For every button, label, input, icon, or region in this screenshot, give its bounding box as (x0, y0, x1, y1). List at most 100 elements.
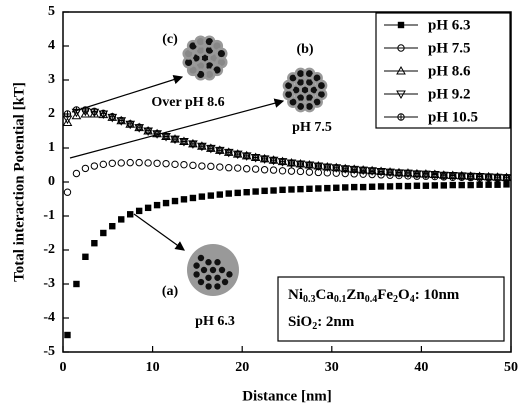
marker (153, 159, 161, 168)
marker (332, 164, 340, 172)
subscript: 0.1 (334, 294, 347, 305)
subscript: 0.3 (303, 294, 316, 305)
marker (351, 183, 358, 191)
marker (144, 204, 152, 212)
marker (431, 182, 439, 189)
particle-core (205, 283, 212, 290)
marker (467, 181, 474, 189)
marker (386, 183, 394, 190)
particle-core (196, 37, 205, 46)
particle-core (285, 91, 292, 98)
particle-core (306, 78, 313, 86)
marker (198, 193, 206, 200)
legend-label: pH 9.2 (428, 86, 471, 102)
particle-core (196, 46, 205, 54)
particle-core (297, 78, 304, 86)
marker (162, 132, 170, 141)
marker (359, 166, 367, 174)
marker (359, 183, 367, 191)
marker (287, 159, 296, 167)
particle-core (306, 103, 313, 110)
annotation: (c) (162, 32, 178, 47)
marker (180, 137, 188, 146)
y-tick-label: 1 (48, 140, 55, 155)
marker (296, 167, 305, 176)
marker (269, 156, 278, 164)
marks (62, 106, 512, 339)
marker (251, 165, 260, 173)
marker (162, 159, 170, 168)
particle-core (192, 54, 200, 62)
marker (189, 161, 197, 170)
marker (99, 160, 108, 169)
marker (171, 160, 179, 169)
formula-text: O (398, 287, 410, 303)
marker (225, 148, 233, 157)
particle-core (221, 278, 229, 286)
marker (242, 152, 251, 160)
marker (261, 187, 268, 195)
marker (485, 181, 492, 188)
particle-core (297, 103, 305, 110)
particle-core (214, 283, 221, 290)
marker (251, 153, 260, 162)
particle-core (214, 259, 221, 266)
marker (207, 144, 215, 152)
particle-core (297, 70, 304, 77)
particle-core (205, 259, 212, 266)
marker (162, 199, 170, 207)
y-tick-label: 0 (48, 174, 55, 189)
particle-core (285, 82, 292, 90)
marker (100, 229, 107, 237)
marker (64, 331, 71, 339)
marker (73, 280, 80, 288)
marker (189, 140, 197, 148)
marker (422, 182, 430, 189)
marker (350, 165, 358, 174)
marker (397, 21, 405, 29)
marker (296, 160, 305, 168)
marker (108, 159, 116, 168)
particle-core (318, 90, 325, 98)
marker (180, 160, 188, 169)
marker (90, 162, 99, 170)
marker (144, 127, 152, 135)
marker (279, 186, 286, 194)
marker (135, 158, 143, 167)
marker (404, 182, 412, 190)
marker (323, 163, 332, 171)
particle-core (313, 98, 321, 106)
particle-core (301, 86, 309, 94)
particle-core (200, 266, 208, 274)
marker (171, 197, 179, 205)
marker (234, 164, 242, 172)
marker (243, 189, 250, 196)
y-tick-label: -1 (43, 208, 55, 223)
particle-core (205, 46, 214, 54)
marker (270, 187, 277, 194)
marker (324, 184, 331, 192)
shell: SiO2: 2nm (288, 314, 355, 332)
annotation: (a) (162, 284, 179, 299)
subscript: 0.4 (365, 294, 378, 305)
marker (216, 163, 224, 171)
particle-core (289, 98, 297, 106)
marker (305, 161, 314, 169)
marker (109, 223, 116, 230)
annotation: (b) (296, 42, 313, 57)
marker (225, 164, 233, 172)
marker (91, 240, 98, 247)
marker (135, 123, 143, 131)
particle-core (217, 58, 226, 66)
particle-core (189, 66, 197, 74)
legend-label: pH 10.5 (428, 109, 478, 125)
marker (99, 109, 108, 117)
marker (413, 182, 421, 189)
x-axis-title: Distance [nm] (242, 388, 332, 404)
formula-text: : 10nm (415, 287, 460, 303)
particle-core (214, 274, 221, 281)
marker (216, 146, 224, 154)
marker (368, 167, 376, 175)
particle-core (226, 271, 233, 278)
